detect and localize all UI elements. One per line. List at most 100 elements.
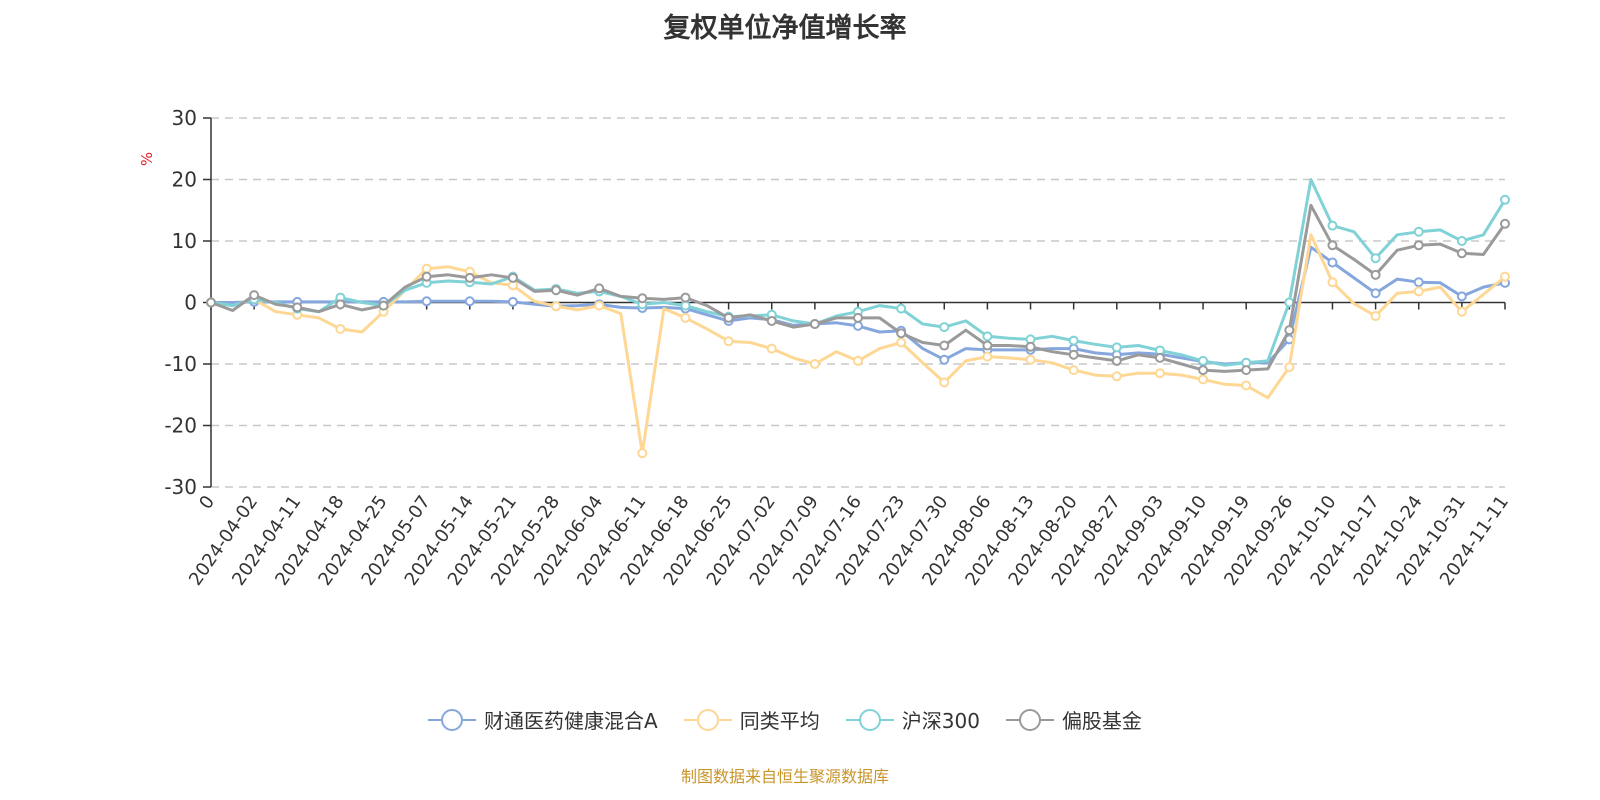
data-point: [1111, 342, 1122, 353]
chart-title: 复权单位净值增长率: [663, 13, 907, 44]
data-point: [939, 322, 950, 333]
data-point: [378, 300, 389, 311]
data-point: [1327, 220, 1338, 231]
data-point: [853, 312, 863, 323]
data-point: [1370, 311, 1381, 322]
data-point: [1198, 355, 1209, 366]
data-point: [1284, 362, 1295, 373]
legend-circle-icon: [1005, 708, 1054, 731]
legend-label: 同类平均: [739, 709, 820, 733]
data-point: [1327, 257, 1338, 268]
data-point: [421, 296, 432, 307]
y-tick-label: 20: [172, 168, 197, 192]
legend-circle-icon: [683, 708, 732, 731]
legend-label: 沪深300: [901, 709, 980, 733]
data-point: [1413, 286, 1424, 297]
data-point: [1500, 271, 1510, 282]
data-point: [766, 343, 777, 354]
data-point: [1413, 277, 1424, 288]
data-point: [939, 340, 950, 351]
data-point: [1241, 380, 1252, 391]
legend-item[interactable]: 同类平均: [683, 705, 820, 734]
data-point: [464, 272, 475, 283]
legend-label: 财通医药健康混合A: [484, 709, 658, 733]
data-point: [1413, 240, 1424, 251]
data-point: [335, 323, 346, 334]
legend-label: 偏股基金: [1061, 709, 1142, 733]
series-2: [206, 233, 1510, 459]
series-line: [210, 233, 1506, 455]
data-point: [896, 337, 907, 348]
data-point: [982, 351, 993, 362]
series-line: [210, 203, 1507, 373]
data-point: [896, 328, 907, 339]
data-source-footer: 制图数据来自恒生聚源数据库: [680, 767, 889, 786]
data-point: [1025, 341, 1036, 352]
data-point: [637, 448, 648, 459]
data-point: [1456, 291, 1467, 302]
data-point: [1025, 354, 1036, 365]
data-point: [551, 285, 562, 296]
data-point: [853, 320, 863, 331]
y-tick-label: 30: [172, 106, 197, 130]
data-point: [939, 354, 950, 365]
data-point: [1111, 371, 1122, 382]
data-point: [1154, 368, 1165, 379]
x-tick-label: 0: [195, 492, 219, 513]
data-point: [1068, 365, 1079, 376]
legend-item[interactable]: 偏股基金: [1005, 705, 1142, 734]
data-point: [1456, 248, 1467, 259]
data-point: [1284, 325, 1295, 336]
data-point: [1500, 218, 1510, 229]
data-point: [1198, 365, 1209, 376]
y-tick-label: 0: [184, 291, 197, 315]
data-point: [507, 296, 518, 307]
data-point: [1111, 355, 1122, 366]
data-point: [982, 340, 993, 351]
data-point: [206, 297, 216, 308]
data-point: [292, 302, 303, 313]
data-point: [1068, 349, 1079, 360]
data-point: [421, 263, 432, 274]
data-point: [1500, 194, 1510, 205]
data-point: [1327, 277, 1338, 288]
data-point: [766, 315, 777, 326]
legend-circle-icon: [428, 708, 477, 731]
data-point: [594, 300, 605, 311]
data-point: [680, 312, 691, 323]
data-point: [939, 377, 950, 388]
data-point: [809, 359, 820, 369]
data-point: [507, 272, 518, 283]
y-tick-label: -20: [164, 414, 197, 438]
data-point: [551, 301, 562, 312]
data-point: [421, 271, 432, 282]
legend-circle-icon: [845, 708, 894, 731]
data-point: [680, 292, 691, 303]
data-point: [1370, 269, 1381, 280]
series-4: [206, 203, 1510, 376]
data-point: [249, 290, 260, 301]
data-point: [896, 303, 907, 314]
data-point: [1456, 236, 1467, 246]
data-point: [1198, 374, 1209, 385]
data-point: [853, 355, 863, 366]
data-point: [1327, 240, 1338, 251]
y-tick-label: -30: [164, 475, 197, 499]
legend-item[interactable]: 财通医药健康混合A: [428, 705, 658, 734]
data-point: [1068, 335, 1079, 346]
data-point: [982, 331, 993, 342]
y-tick-label: 10: [172, 229, 197, 253]
data-point: [1456, 306, 1467, 317]
data-point: [723, 336, 734, 347]
data-point: [335, 299, 346, 310]
data-point: [723, 312, 734, 323]
data-point: [1413, 226, 1424, 237]
data-point: [1154, 352, 1165, 363]
data-point: [594, 283, 605, 294]
data-point: [464, 296, 475, 307]
data-point: [809, 319, 820, 330]
y-tick-label: -10: [164, 352, 197, 376]
legend-item[interactable]: 沪深300: [845, 705, 980, 734]
data-point: [680, 300, 691, 311]
